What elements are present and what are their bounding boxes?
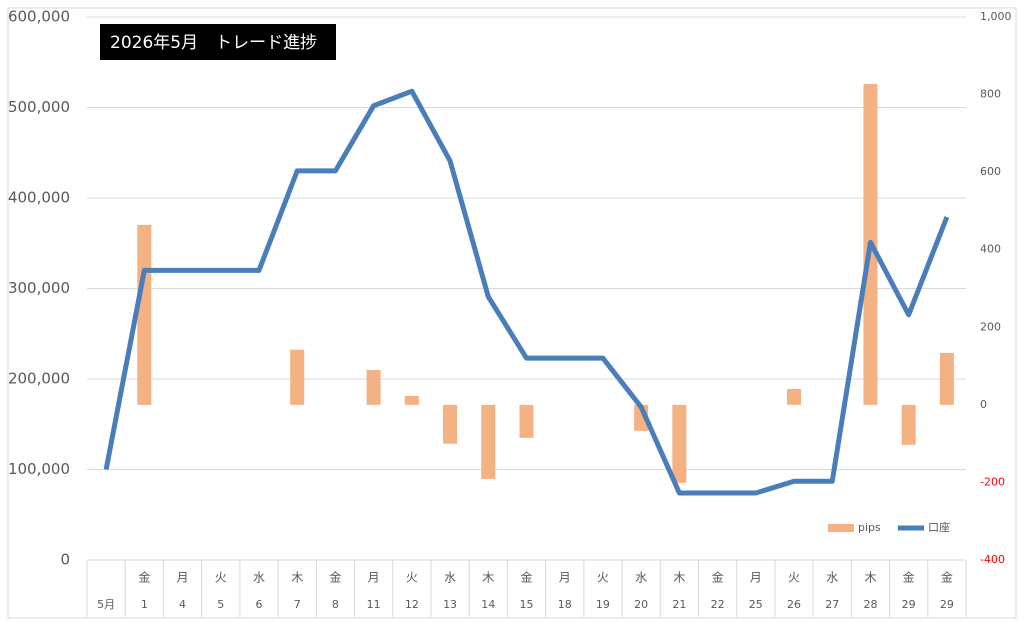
legend-label: 口座 [928,520,950,534]
x-tick-label: 29 [940,598,954,611]
x-tick-label: 15 [520,598,534,611]
chart-border [7,7,1017,619]
x-tick-label: 4 [179,598,186,611]
x-tick-label: 29 [902,598,916,611]
bar [901,404,916,445]
y2-tick-label: 400 [980,243,1001,256]
bar [519,404,534,438]
weekday-label: 月 [559,571,571,585]
x-tick-label: 20 [634,598,648,611]
weekday-label: 水 [253,571,265,585]
x-tick-label: 25 [749,598,763,611]
x-tick-label: 18 [558,598,572,611]
bar [137,224,152,405]
y-tick-label: 400,000 [8,189,70,207]
weekday-label: 金 [903,570,915,585]
weekday-label: 火 [406,571,418,585]
bar [404,395,419,405]
bar [443,404,458,444]
x-tick-label: 11 [367,598,381,611]
x-tick-label: 26 [787,598,801,611]
weekday-label: 木 [864,571,876,585]
x-tick-label: 5月 [97,598,115,611]
x-tick-label: 1 [141,598,148,611]
bar [787,388,802,405]
bar [939,352,954,405]
x-tick-label: 8 [332,598,339,611]
y-tick-label: 0 [60,551,70,569]
bar [481,404,496,479]
chart-title: 2026年5月 トレード進捗 [110,33,317,53]
weekday-label: 木 [482,571,494,585]
weekday-label: 火 [597,571,609,585]
x-tick-label: 21 [672,598,686,611]
y2-tick-label: 800 [980,88,1001,101]
x-tick-label: 28 [863,598,877,611]
y2-tick-label: -400 [980,553,1005,566]
x-tick-label: 6 [255,598,262,611]
bar [366,369,381,405]
weekday-label: 月 [750,571,762,585]
x-tick-label: 19 [596,598,610,611]
x-tick-label: 7 [294,598,301,611]
bar [290,349,305,405]
legend-label: pips [858,521,881,534]
weekday-label: 水 [444,571,456,585]
y-tick-label: 300,000 [8,279,70,297]
x-tick-label: 22 [711,598,725,611]
y2-tick-label: -200 [980,475,1005,488]
x-tick-label: 14 [481,598,495,611]
line [103,88,950,496]
x-tick-label: 5 [217,598,224,611]
y-tick-label: 500,000 [8,98,70,116]
weekday-label: 金 [520,570,532,585]
weekday-label: 木 [673,571,685,585]
weekday-label: 金 [712,570,724,585]
y-tick-label: 200,000 [8,370,70,388]
y2-tick-label: 600 [980,165,1001,178]
weekday-label: 月 [368,571,380,585]
y-tick-label: 100,000 [8,460,70,478]
bar [672,404,687,483]
title-box [100,24,336,60]
y-tick-label: 600,000 [8,8,70,26]
legend-swatch [828,524,854,532]
y2-tick-label: 0 [980,398,987,411]
y2-tick-label: 1,000 [980,10,1012,23]
weekday-label: 月 [177,571,189,585]
weekday-label: 火 [788,571,800,585]
weekday-label: 水 [826,571,838,585]
x-tick-label: 12 [405,598,419,611]
weekday-label: 金 [941,570,953,585]
weekday-label: 金 [138,570,150,585]
y2-tick-label: 200 [980,320,1001,333]
x-tick-label: 13 [443,598,457,611]
weekday-label: 金 [329,570,341,585]
weekday-label: 木 [291,571,303,585]
weekday-label: 水 [635,571,647,585]
x-tick-label: 27 [825,598,839,611]
weekday-label: 火 [215,571,227,585]
